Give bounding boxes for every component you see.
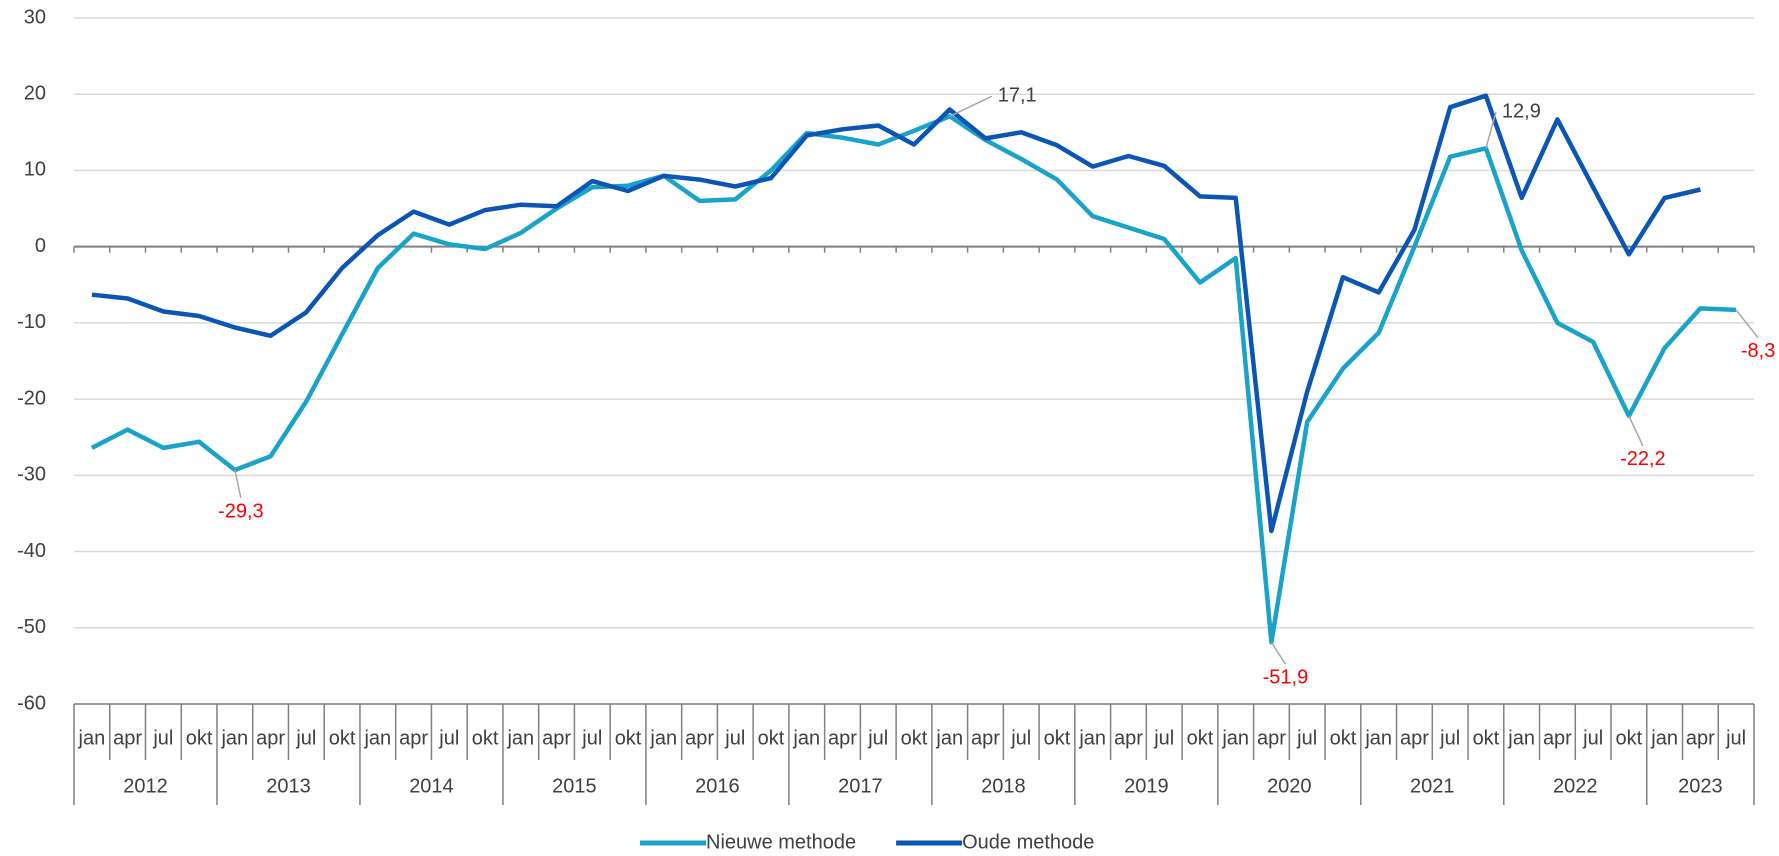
x-tick-label: jan [220, 727, 248, 749]
year-label: 2023 [1678, 775, 1723, 797]
x-tick-label: jan [1650, 727, 1678, 749]
legend-label: Nieuwe methode [706, 831, 856, 853]
y-tick-label: 30 [24, 6, 46, 28]
x-tick-label: apr [1686, 727, 1715, 749]
y-tick-label: 20 [24, 83, 46, 105]
data-label: -29,3 [218, 500, 264, 522]
x-tick-label: jan [1078, 727, 1106, 749]
y-tick-label: -30 [17, 464, 46, 486]
year-label: 2017 [838, 775, 883, 797]
year-label: 2021 [1410, 775, 1455, 797]
x-tick-label: okt [472, 727, 499, 749]
x-tick-label: okt [1330, 727, 1357, 749]
leader-line [949, 95, 993, 118]
x-tick-label: jan [363, 727, 391, 749]
x-tick-label: jul [1010, 727, 1031, 749]
year-label: 2020 [1267, 775, 1312, 797]
x-tick-label: apr [1400, 727, 1429, 749]
data-label: -51,9 [1263, 667, 1309, 689]
year-label: 2012 [123, 775, 168, 797]
x-tick-label: jan [649, 727, 677, 749]
y-tick-label: -20 [17, 387, 46, 409]
data-label: -8,3 [1741, 340, 1775, 362]
data-label: -22,2 [1620, 448, 1666, 470]
x-tick-label: okt [1044, 727, 1071, 749]
x-tick-label: apr [1257, 727, 1286, 749]
data-label: 12,9 [1502, 101, 1541, 123]
x-tick-label: okt [1187, 727, 1214, 749]
x-tick-label: apr [399, 727, 428, 749]
x-tick-label: apr [256, 727, 285, 749]
y-tick-label: -10 [17, 311, 46, 333]
x-tick-label: okt [1473, 727, 1500, 749]
x-tick-label: jul [1296, 727, 1317, 749]
leader-line [234, 469, 242, 499]
x-tick-label: jul [152, 727, 173, 749]
x-tick-label: jul [867, 727, 888, 749]
year-label: 2013 [266, 775, 311, 797]
x-tick-label: jul [1582, 727, 1603, 749]
x-tick-label: jul [295, 727, 316, 749]
year-label: 2019 [1124, 775, 1169, 797]
year-label: 2018 [981, 775, 1026, 797]
series-line [91, 93, 1701, 534]
leader-line [1270, 641, 1287, 665]
x-tick-label: apr [971, 727, 1000, 749]
leader-line [1485, 112, 1497, 149]
x-tick-label: okt [186, 727, 213, 749]
x-tick-label: jul [1153, 727, 1174, 749]
x-tick-label: jan [935, 727, 963, 749]
x-tick-label: jan [506, 727, 534, 749]
x-tick-label: apr [113, 727, 142, 749]
x-tick-label: okt [758, 727, 785, 749]
x-tick-label: apr [1543, 727, 1572, 749]
year-label: 2015 [552, 775, 597, 797]
x-tick-label: apr [828, 727, 857, 749]
leader-line [1628, 415, 1644, 447]
year-label: 2022 [1553, 775, 1598, 797]
x-tick-label: jan [1507, 727, 1535, 749]
x-tick-label: apr [1114, 727, 1143, 749]
x-tick-label: jul [438, 727, 459, 749]
x-tick-label: okt [615, 727, 642, 749]
x-tick-label: apr [542, 727, 571, 749]
x-tick-label: okt [1616, 727, 1643, 749]
y-tick-label: 0 [35, 235, 46, 257]
legend-label: Oude methode [962, 831, 1094, 853]
x-tick-label: jan [792, 727, 820, 749]
series-line [90, 114, 1737, 645]
x-tick-label: apr [685, 727, 714, 749]
year-label: 2016 [695, 775, 740, 797]
year-label: 2014 [409, 775, 454, 797]
y-tick-label: -50 [17, 616, 46, 638]
data-label: 17,1 [998, 85, 1037, 107]
x-tick-label: jan [1364, 727, 1392, 749]
x-tick-label: jul [724, 727, 745, 749]
leader-line [1735, 309, 1759, 339]
x-tick-label: jan [1221, 727, 1249, 749]
x-tick-label: jul [581, 727, 602, 749]
x-tick-label: okt [901, 727, 928, 749]
y-tick-label: -40 [17, 540, 46, 562]
x-tick-label: okt [329, 727, 356, 749]
x-tick-label: jul [1725, 727, 1746, 749]
x-tick-label: jan [78, 727, 106, 749]
x-tick-label: jul [1439, 727, 1460, 749]
y-tick-label: 10 [24, 159, 46, 181]
y-tick-label: -60 [17, 692, 46, 714]
